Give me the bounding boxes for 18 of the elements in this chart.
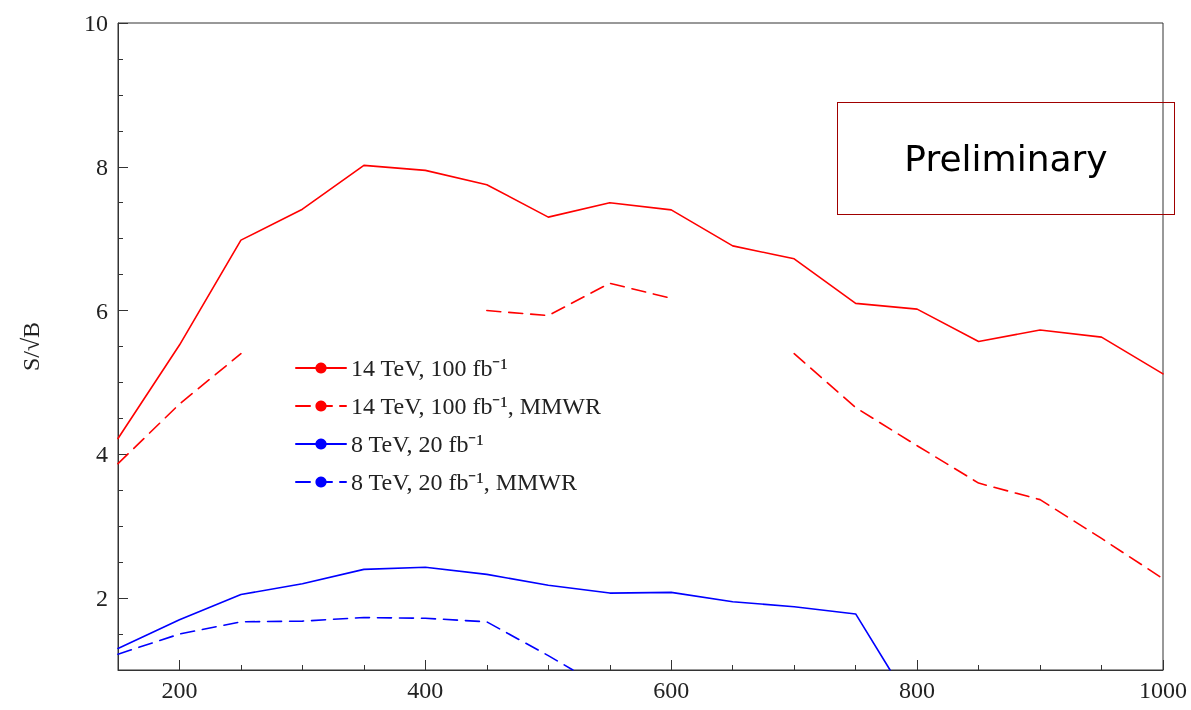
legend-label: 14 TeV, 100 fb⁻¹ xyxy=(351,355,508,381)
legend-label: 8 TeV, 20 fb⁻¹, MMWR xyxy=(351,469,577,495)
y-tick-label: 4 xyxy=(96,441,108,468)
annotation: Preliminary xyxy=(837,102,1175,215)
x-tick-label: 600 xyxy=(653,677,690,703)
legend-label: 14 TeV, 100 fb⁻¹, MMWR xyxy=(351,393,601,419)
legend-label: 8 TeV, 20 fb⁻¹ xyxy=(351,431,484,457)
y-tick-label: 10 xyxy=(84,10,108,36)
line-series xyxy=(117,616,574,671)
x-tick-label: 800 xyxy=(899,677,936,703)
y-tick-label: 2 xyxy=(96,585,108,612)
x-tick-label: 1000 xyxy=(1139,677,1187,703)
y-axis-title: S/√B xyxy=(18,321,44,372)
y-tick-label: 8 xyxy=(96,153,108,180)
line-series xyxy=(117,566,891,671)
x-tick-label: 200 xyxy=(161,677,198,703)
x-tick-label: 400 xyxy=(407,677,444,703)
y-tick-label: 6 xyxy=(96,297,108,324)
